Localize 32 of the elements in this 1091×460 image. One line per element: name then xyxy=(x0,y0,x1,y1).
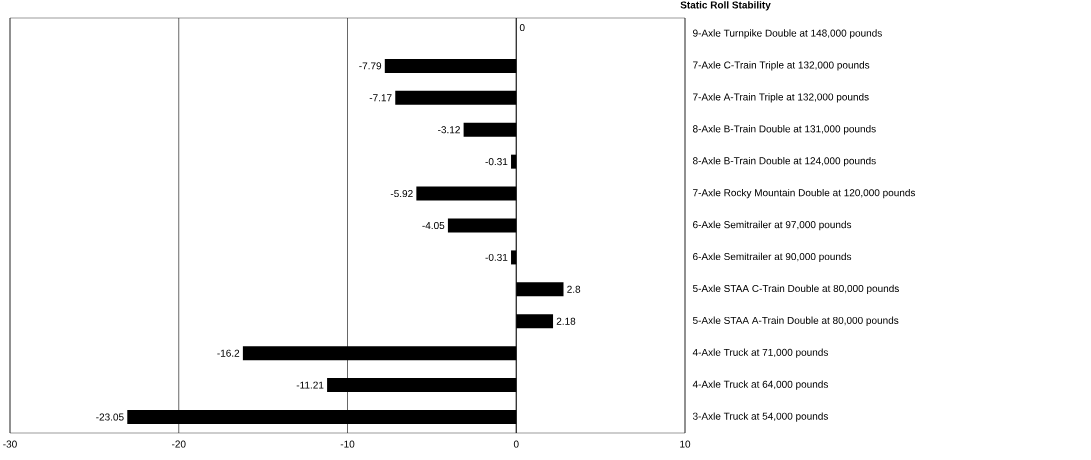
data-label: -0.31 xyxy=(485,158,508,166)
data-label: -7.17 xyxy=(369,94,392,102)
y-tick-label: 6-Axle Semitrailer at 90,000 pounds xyxy=(693,252,852,263)
data-label: -4.05 xyxy=(422,221,445,230)
text: Static Roll Stability xyxy=(680,1,771,11)
y-tick-label: 8-Axle B-Train Double at 124,000 pounds xyxy=(692,157,876,167)
data-label: -3.12 xyxy=(438,126,460,134)
x-tick-label: -10 xyxy=(340,440,355,448)
data-label: -0.31 xyxy=(485,253,508,261)
y-tick-label: 3-Axle Truck at 54,000 pounds xyxy=(692,412,828,422)
data-label: -16.2 xyxy=(217,349,240,357)
y-tick-label: 5-Axle STAA A-Train Double at 80,000 pounds xyxy=(692,316,899,326)
data-label: 2.8 xyxy=(567,285,581,293)
data-label: -11.21 xyxy=(296,381,324,389)
data-label: 0 xyxy=(519,24,525,32)
data-label: -23.05 xyxy=(96,413,124,421)
x-tick-label: -30 xyxy=(3,440,17,448)
y-tick-label: 6-Axle Semitrailer at 97,000 pounds xyxy=(693,220,852,231)
y-tick-label: 9-Axle Turnpike Double at 148,000 pounds xyxy=(693,29,882,39)
x-tick-label: -20 xyxy=(171,440,186,448)
y-tick-label: 5-Axle STAA C-Train Double at 80,000 pounds xyxy=(692,284,899,295)
y-tick-label: 8-Axle B-Train Double at 131,000 pounds xyxy=(692,125,876,135)
data-label: -7.79 xyxy=(359,62,382,70)
y-tick-label: 7-Axle A-Train Triple at 132,000 pounds xyxy=(693,93,869,103)
y-tick-label: 7-Axle Rocky Mountain Double at 120,000 pounds xyxy=(693,188,916,199)
x-tick-label: 10 xyxy=(680,440,691,448)
y-tick-label: 4-Axle Truck at 71,000 pounds xyxy=(692,348,828,358)
data-label: 2.18 xyxy=(556,317,576,325)
data-label: -5.92 xyxy=(390,190,413,198)
y-tick-label: 7-Axle C-Train Triple at 132,000 pounds xyxy=(693,61,870,71)
x-tick-label: 0 xyxy=(513,440,519,448)
y-tick-label: 4-Axle Truck at 64,000 pounds xyxy=(692,380,828,390)
